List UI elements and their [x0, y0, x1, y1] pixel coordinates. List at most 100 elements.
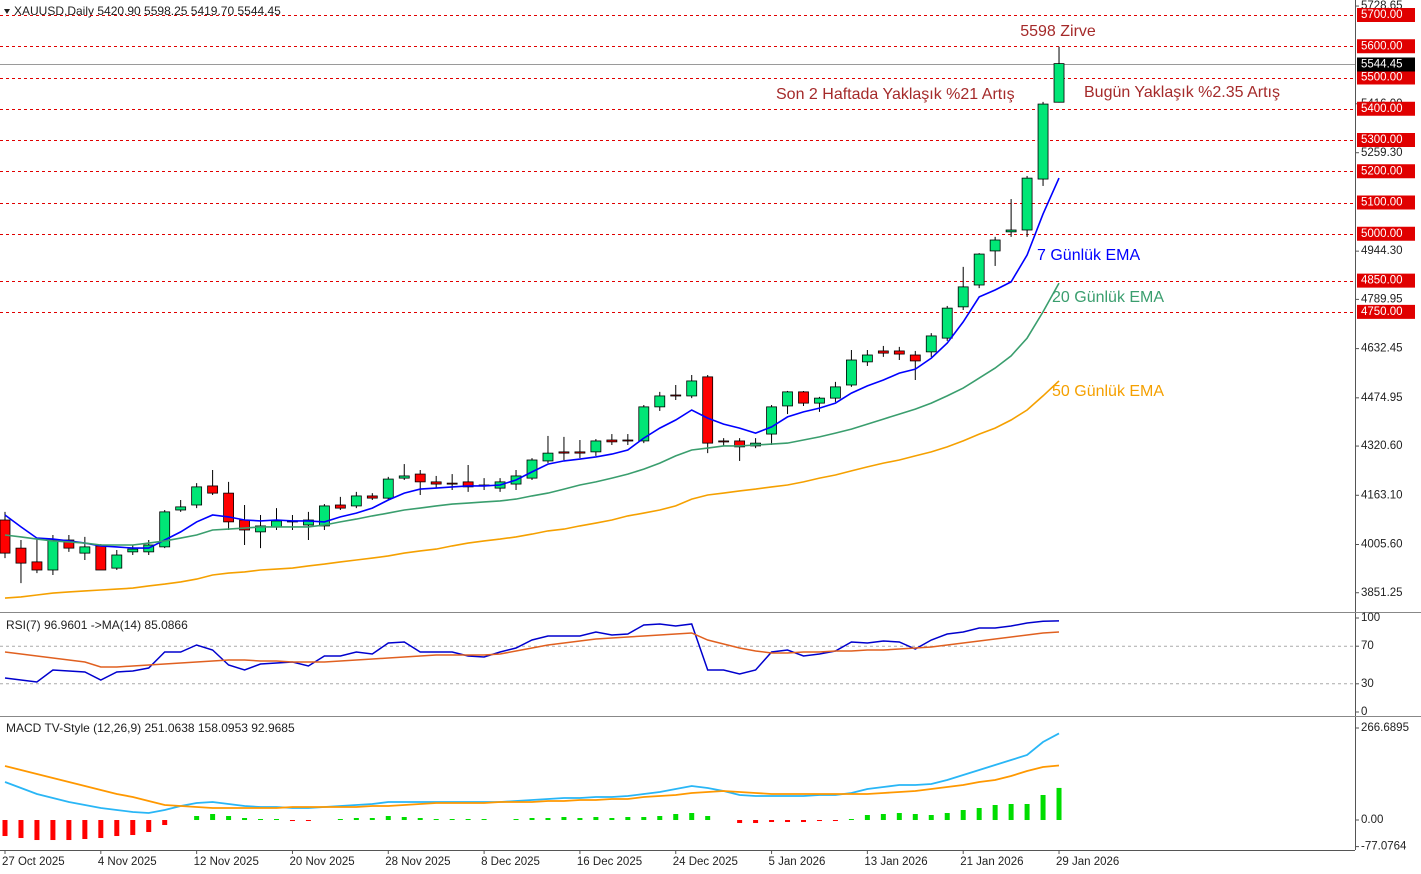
- histogram-bar: [769, 820, 775, 823]
- histogram-bar: [34, 820, 40, 841]
- histogram-bar: [289, 820, 295, 822]
- histogram-bar: [689, 813, 695, 821]
- histogram-bar: [194, 816, 200, 821]
- symbol-menu-icon: [4, 9, 10, 14]
- series-label: 50 Günlük EMA: [1052, 383, 1164, 400]
- candle-body: [318, 505, 330, 527]
- histogram-bar: [114, 820, 120, 837]
- histogram-bar: [162, 820, 168, 826]
- histogram-bar: [130, 820, 136, 836]
- histogram-bar: [529, 818, 535, 821]
- x-tick-label: 16 Dec 2025: [577, 856, 642, 868]
- histogram-bar: [242, 818, 248, 821]
- annotation: 5598 Zirve: [1020, 23, 1096, 40]
- candle-body: [15, 547, 27, 564]
- level-label-box: [1357, 273, 1415, 288]
- candle-body: [909, 354, 921, 362]
- candle-body: [798, 391, 809, 404]
- histogram-bar: [753, 820, 759, 824]
- histogram-bar: [465, 819, 471, 821]
- histogram-bar: [864, 815, 870, 821]
- series-label: 20 Günlük EMA: [1052, 289, 1164, 306]
- histogram-bar: [1008, 804, 1014, 821]
- last-price-box: [1357, 57, 1415, 72]
- candle-body: [526, 459, 538, 479]
- y-tick-label: 4320.60: [1361, 440, 1403, 452]
- series-line: [4, 764, 1060, 809]
- histogram-bar: [848, 819, 854, 821]
- candle-body: [542, 452, 554, 462]
- level-label: 5300.00: [1361, 134, 1403, 146]
- candle-body: [1053, 63, 1065, 103]
- candle-body: [638, 406, 650, 442]
- histogram-bar: [401, 817, 407, 821]
- histogram-bar: [673, 814, 679, 821]
- histogram-bar: [385, 816, 391, 821]
- level-label: 5600.00: [1361, 40, 1403, 52]
- series-line: [4, 177, 1060, 549]
- histogram-bar: [50, 820, 56, 841]
- candle-body: [127, 548, 139, 553]
- histogram-bar: [1024, 804, 1030, 821]
- histogram-bar: [561, 817, 567, 821]
- histogram-bar: [66, 820, 72, 841]
- series-line: [4, 380, 1060, 599]
- candle-body: [1037, 103, 1049, 180]
- histogram-bar: [98, 820, 104, 839]
- candle-body: [654, 395, 666, 408]
- histogram-bar: [337, 819, 343, 821]
- candle-body: [957, 286, 969, 308]
- y-tick-label: 4474.95: [1361, 392, 1403, 404]
- candle-body: [159, 511, 171, 548]
- candle-body: [398, 475, 410, 479]
- candle-body: [1005, 229, 1017, 233]
- candle-body: [430, 481, 442, 485]
- candle-body: [877, 350, 889, 354]
- histogram-bar: [1040, 794, 1046, 821]
- candle-body: [686, 380, 698, 397]
- histogram-bar: [609, 818, 615, 821]
- y-tick-label: 30: [1361, 678, 1374, 690]
- y-tick-label: 0.00: [1361, 814, 1383, 826]
- candle-body: [207, 485, 219, 494]
- level-label-box: [1357, 164, 1415, 179]
- histogram-bar: [976, 808, 982, 821]
- histogram-bar: [369, 818, 375, 821]
- series-line: [4, 282, 1060, 546]
- candle-body: [1021, 177, 1033, 231]
- candle-body: [382, 478, 394, 499]
- histogram-bar: [801, 820, 806, 823]
- y-tick-label: 70: [1361, 640, 1374, 652]
- candle-body: [79, 546, 91, 554]
- level-label: 5100.00: [1361, 197, 1403, 209]
- y-tick-label: 4005.60: [1361, 539, 1403, 551]
- candle-body: [782, 391, 793, 407]
- x-tick-label: 4 Nov 2025: [98, 856, 157, 868]
- y-tick-label: -77.0764: [1361, 841, 1407, 853]
- candle-body: [670, 394, 682, 397]
- candle-body: [462, 481, 474, 488]
- level-label: 5200.00: [1361, 165, 1403, 177]
- level-label-box: [1357, 304, 1415, 319]
- last-price-label: 5544.45: [1361, 59, 1403, 71]
- candle-body: [47, 539, 59, 571]
- histogram-bar: [880, 814, 886, 821]
- histogram-bar: [146, 820, 152, 833]
- histogram-bar: [928, 815, 934, 821]
- candle-body: [271, 520, 282, 528]
- y-tick-label: 266.6895: [1361, 722, 1409, 734]
- histogram-bar: [593, 817, 599, 821]
- level-label: 5000.00: [1361, 228, 1403, 240]
- histogram-bar: [82, 820, 88, 840]
- annotation: Son 2 Haftada Yaklaşık %21 Artış: [776, 86, 1015, 103]
- candle-body: [111, 554, 123, 569]
- candle-body: [334, 504, 346, 509]
- candle-body: [350, 495, 362, 507]
- candle-body: [893, 350, 905, 355]
- histogram-bar: [785, 820, 791, 823]
- histogram-bar: [273, 819, 279, 821]
- histogram-bar: [896, 813, 902, 821]
- y-tick-label: 4163.10: [1361, 489, 1403, 501]
- x-tick-label: 21 Jan 2026: [960, 856, 1023, 868]
